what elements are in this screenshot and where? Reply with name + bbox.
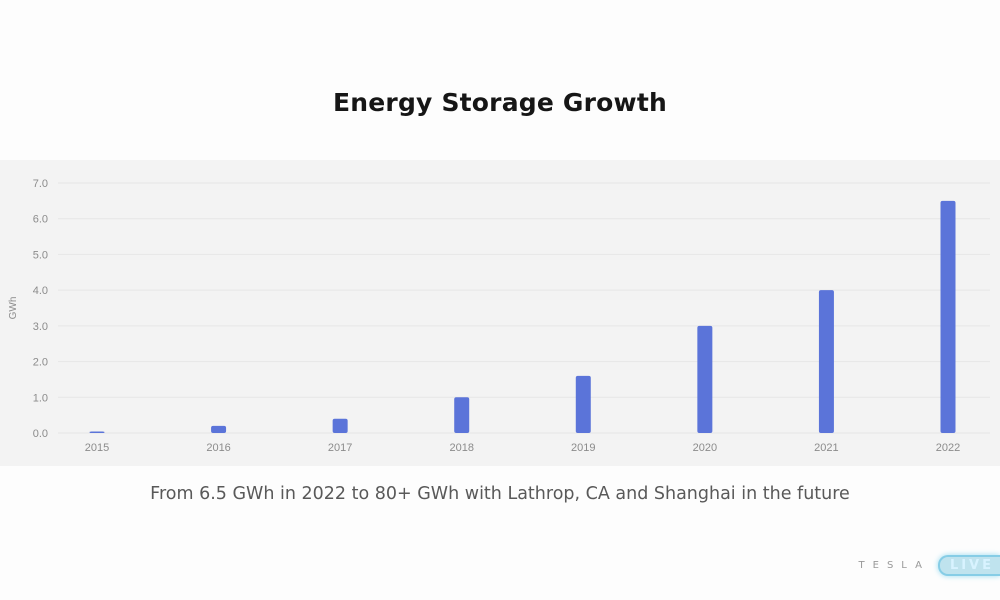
bar-2021 — [818, 290, 834, 433]
y-tick-label: 2.0 — [33, 357, 48, 369]
y-tick-label: 6.0 — [33, 214, 48, 226]
y-tick-label: 4.0 — [33, 285, 48, 297]
x-tick-label: 2022 — [936, 442, 960, 454]
bar-chart: 0.0 1.0 2.0 3.0 4.0 5.0 6.0 7.0 GWh 2015 2016 2017 2… — [8, 178, 990, 454]
bar-2015 — [89, 431, 105, 433]
live-badge: LIVE — [937, 555, 1000, 576]
bar-2018 — [454, 397, 470, 433]
bar-2019 — [575, 375, 591, 433]
x-tick-label: 2019 — [571, 442, 595, 454]
footer: TESLA LIVE — [859, 555, 1000, 576]
chart-panel: 0.0 1.0 2.0 3.0 4.0 5.0 6.0 7.0 GWh 2015 2016 2017 2… — [0, 160, 1000, 466]
brand-logo: TESLA — [858, 560, 930, 571]
y-tick-label: 5.0 — [33, 249, 48, 261]
x-tick-label: 2015 — [85, 442, 109, 454]
x-tick-label: 2018 — [449, 442, 473, 454]
x-tick-label: 2016 — [206, 442, 230, 454]
y-tick-label: 0.0 — [33, 428, 48, 440]
y-tick-label: 3.0 — [33, 321, 48, 333]
y-tick-label: 1.0 — [33, 392, 48, 404]
bar-2017 — [332, 418, 348, 433]
y-axis-label: GWh — [8, 297, 19, 320]
bar-2022 — [940, 200, 956, 433]
x-tick-label: 2017 — [328, 442, 352, 454]
chart-title: Energy Storage Growth — [332, 88, 667, 117]
y-tick-label: 7.0 — [33, 178, 48, 190]
x-tick-label: 2021 — [814, 442, 838, 454]
chart-caption: From 6.5 GWh in 2022 to 80+ GWh with Lat… — [150, 484, 850, 504]
bar-2020 — [697, 325, 713, 433]
x-tick-label: 2020 — [693, 442, 717, 454]
bar-2016 — [211, 425, 227, 433]
